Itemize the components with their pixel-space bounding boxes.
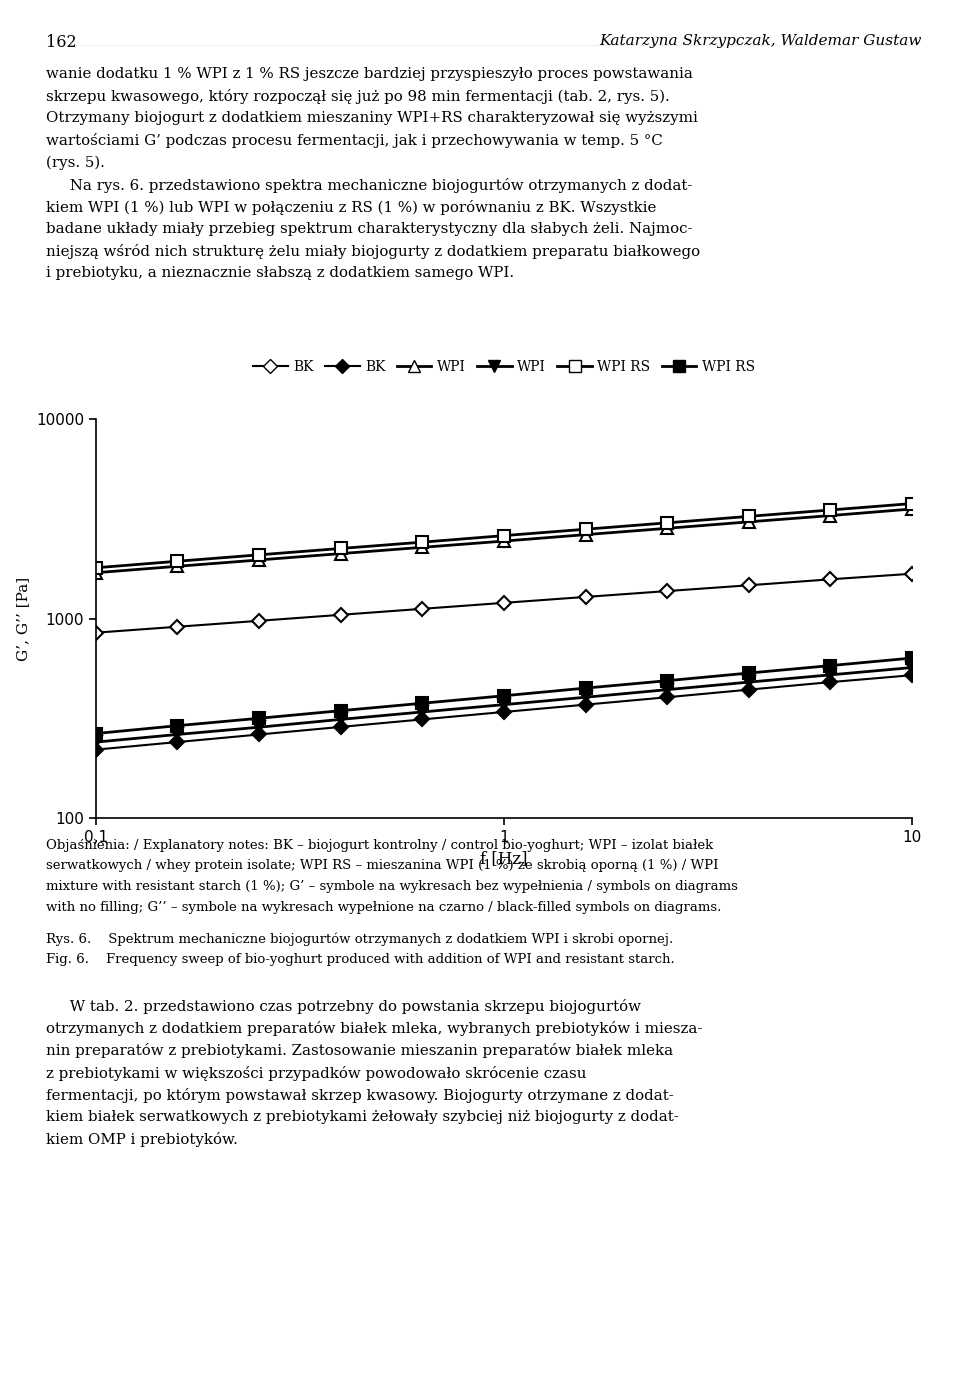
Text: z prebiotykami w większości przypadków powodowało skrócenie czasu: z prebiotykami w większości przypadków p… [46, 1065, 587, 1081]
Text: niejszą wśród nich strukturę żelu miały biojogurty z dodatkiem preparatu białkow: niejszą wśród nich strukturę żelu miały … [46, 243, 700, 259]
Text: kiem WPI (1 %) lub WPI w połączeniu z RS (1 %) w porównaniu z BK. Wszystkie: kiem WPI (1 %) lub WPI w połączeniu z RS… [46, 200, 657, 215]
Text: Fig. 6.    Frequency sweep of bio-yoghurt produced with addition of WPI and resi: Fig. 6. Frequency sweep of bio-yoghurt p… [46, 953, 675, 966]
Text: nin preparatów z prebiotykami. Zastosowanie mieszanin preparatów białek mleka: nin preparatów z prebiotykami. Zastosowa… [46, 1043, 673, 1058]
Text: mixture with resistant starch (1 %); G’ – symbole na wykresach bez wypełnienia /: mixture with resistant starch (1 %); G’ … [46, 881, 738, 893]
Text: wanie dodatku 1 % WPI z 1 % RS jeszcze bardziej przyspieszyło proces powstawania: wanie dodatku 1 % WPI z 1 % RS jeszcze b… [46, 67, 693, 81]
Text: skrzepu kwasowego, który rozpoczął się już po 98 min fermentacji (tab. 2, rys. 5: skrzepu kwasowego, który rozpoczął się j… [46, 89, 670, 105]
Text: Otrzymany biojogurt z dodatkiem mieszaniny WPI+RS charakteryzował się wyższymi: Otrzymany biojogurt z dodatkiem mieszani… [46, 112, 698, 126]
Text: Katarzyna Skrzypczak, Waldemar Gustaw: Katarzyna Skrzypczak, Waldemar Gustaw [599, 34, 922, 48]
X-axis label: f [Hz]: f [Hz] [480, 850, 528, 867]
Text: Rys. 6.    Spektrum mechaniczne biojogurtów otrzymanych z dodatkiem WPI i skrobi: Rys. 6. Spektrum mechaniczne biojogurtów… [46, 932, 673, 946]
Text: Objaśnienia: / Explanatory notes: BK – biojogurt kontrolny / control bio-yoghurt: Objaśnienia: / Explanatory notes: BK – b… [46, 839, 713, 851]
Text: W tab. 2. przedstawiono czas potrzebny do powstania skrzepu biojogurtów: W tab. 2. przedstawiono czas potrzebny d… [46, 1000, 641, 1015]
Text: wartościami G’ podczas procesu fermentacji, jak i przechowywania w temp. 5 °C: wartościami G’ podczas procesu fermentac… [46, 133, 662, 148]
Text: Na rys. 6. przedstawiono spektra mechaniczne biojogurtów otrzymanych z dodat-: Na rys. 6. przedstawiono spektra mechani… [46, 178, 692, 193]
Text: badane układy miały przebieg spektrum charakterystyczny dla słabych żeli. Najmoc: badane układy miały przebieg spektrum ch… [46, 222, 692, 236]
Text: kiem OMP i prebiotyków.: kiem OMP i prebiotyków. [46, 1132, 238, 1146]
Legend: BK, BK, WPI, WPI, WPI RS, WPI RS: BK, BK, WPI, WPI, WPI RS, WPI RS [248, 355, 760, 380]
Text: fermentacji, po którym powstawał skrzep kwasowy. Biojogurty otrzymane z dodat-: fermentacji, po którym powstawał skrzep … [46, 1088, 674, 1103]
Text: serwatkowych / whey protein isolate; WPI RS – mieszanina WPI (1 %) ze skrobią op: serwatkowych / whey protein isolate; WPI… [46, 860, 719, 872]
Text: (rys. 5).: (rys. 5). [46, 155, 105, 169]
Y-axis label: G’, G’’ [Pa]: G’, G’’ [Pa] [16, 576, 31, 661]
Text: otrzymanych z dodatkiem preparatów białek mleka, wybranych prebiotyków i miesza-: otrzymanych z dodatkiem preparatów białe… [46, 1022, 703, 1036]
Text: with no filling; G’’ – symbole na wykresach wypełnione na czarno / black-filled : with no filling; G’’ – symbole na wykres… [46, 900, 722, 914]
Text: i prebiotyku, a nieznacznie słabszą z dodatkiem samego WPI.: i prebiotyku, a nieznacznie słabszą z do… [46, 266, 515, 280]
Text: 162: 162 [46, 34, 77, 50]
Text: kiem białek serwatkowych z prebiotykami żełowały szybciej niż biojogurty z dodat: kiem białek serwatkowych z prebiotykami … [46, 1110, 679, 1124]
